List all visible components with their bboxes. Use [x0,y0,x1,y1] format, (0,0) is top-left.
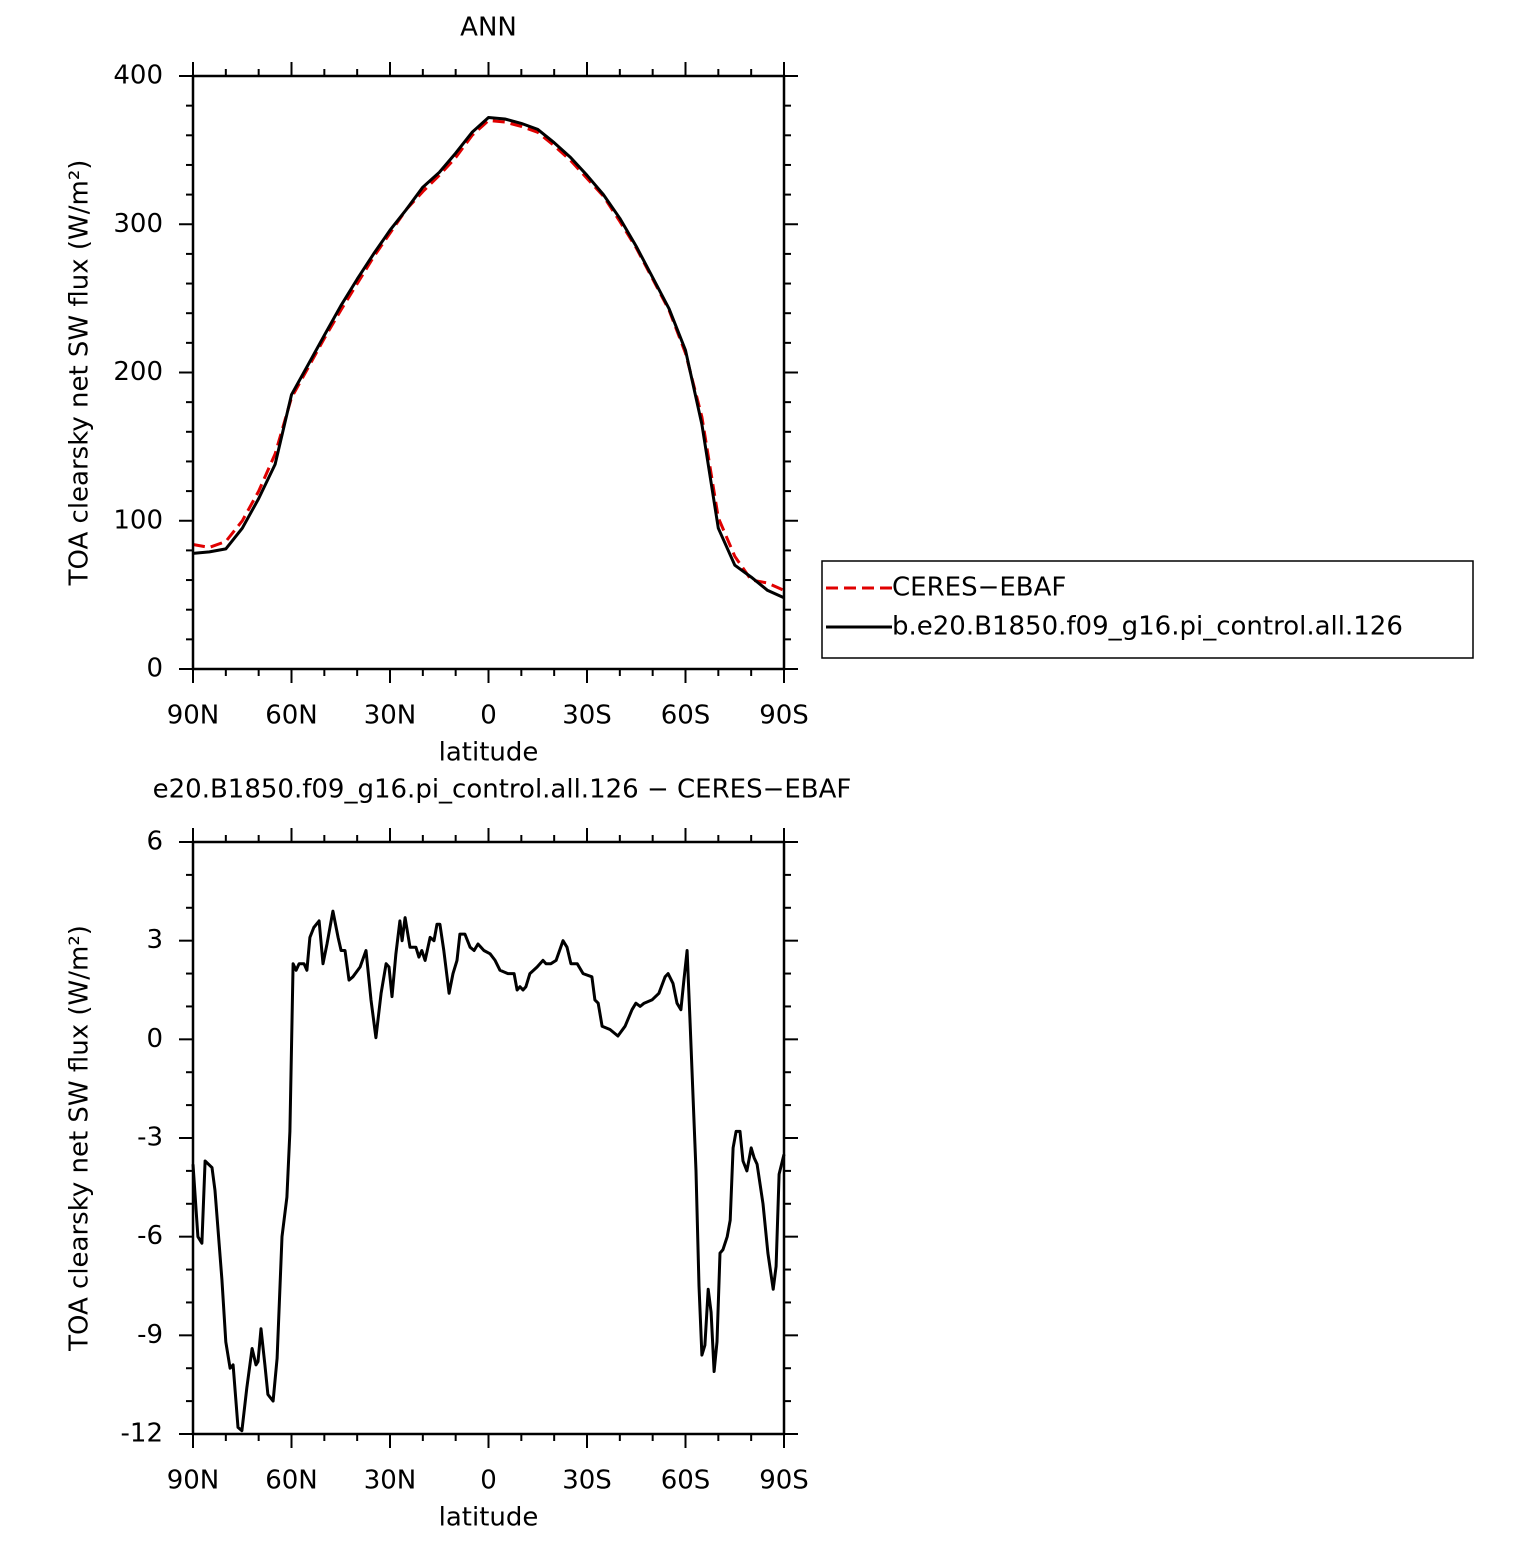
legend-box [821,560,1474,659]
x-axis-label: latitude [439,738,539,768]
y-tick-label: -9 [137,1320,163,1350]
x-tick-label: 0 [480,1466,497,1496]
y-tick-label: 3 [146,925,163,955]
chart-title: e20.B1850.f09_g16.pi_control.all.126 − C… [153,775,852,805]
plot-frame [191,74,786,671]
y-tick-label: -3 [137,1123,163,1153]
x-tick-label: 60N [265,701,318,731]
y-axis-label: TOA clearsky net SW flux (W/m²) [65,160,95,587]
y-axis-label: TOA clearsky net SW flux (W/m²) [65,925,95,1352]
y-tick-label: 100 [113,505,163,535]
x-tick-label: 90S [759,1466,809,1496]
data-line [191,909,786,1433]
x-axis-label: latitude [439,1503,539,1533]
y-tick-label: -6 [137,1221,163,1251]
x-tick-label: 60S [661,1466,711,1496]
x-tick-label: 90S [759,701,809,731]
x-tick-label: 30N [364,1466,417,1496]
y-tick-label: 300 [113,209,163,239]
x-tick-label: 30S [562,1466,612,1496]
y-tick-label: -12 [121,1419,163,1449]
y-tick-label: 400 [113,61,163,91]
x-tick-label: 90N [167,1466,220,1496]
x-tick-label: 30N [364,701,417,731]
plot-frame [191,840,786,1436]
legend-label: b.e20.B1850.f09_g16.pi_control.all.126 [892,612,1403,642]
legend-label: CERES−EBAF [892,573,1066,603]
x-tick-label: 90N [167,701,220,731]
x-tick-label: 30S [562,701,612,731]
chart-title: ANN [460,13,517,43]
y-tick-label: 0 [146,654,163,684]
y-tick-label: 0 [146,1024,163,1054]
data-line [192,116,785,600]
data-line [192,119,785,592]
y-tick-label: 6 [146,827,163,857]
x-tick-label: 60S [661,701,711,731]
y-tick-label: 200 [113,357,163,387]
x-tick-label: 0 [480,701,497,731]
x-tick-label: 60N [265,1466,318,1496]
